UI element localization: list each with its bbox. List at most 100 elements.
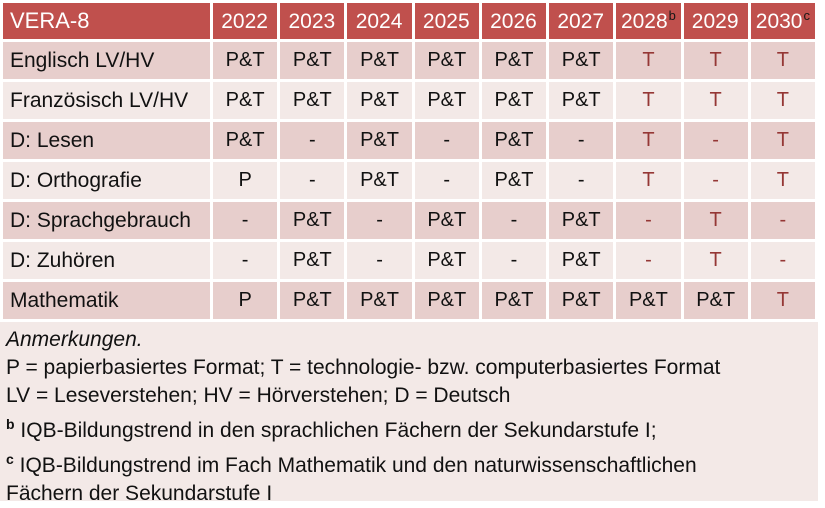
- table-cell: T: [616, 122, 681, 159]
- table-row-franzoesisch: Französisch LV/HV P&T P&T P&T P&T P&T P&…: [3, 82, 815, 119]
- year-label: 2022: [221, 10, 268, 33]
- table-cell: P&T: [549, 242, 614, 279]
- table-row-d-sprachgebrauch: D: Sprachgebrauch - P&T - P&T - P&T - T …: [3, 202, 815, 239]
- table-row-d-zuhoeren: D: Zuhören - P&T - P&T - P&T - T -: [3, 242, 815, 279]
- table-cell: P&T: [213, 42, 278, 79]
- table-cell: T: [616, 162, 681, 199]
- table-cell: -: [213, 202, 278, 239]
- table-cell: P&T: [414, 242, 479, 279]
- table-cell: P&T: [280, 82, 345, 119]
- table-cell: P&T: [481, 42, 547, 79]
- table-cell: -: [280, 162, 345, 199]
- footnote-marker-b: b: [668, 8, 676, 23]
- table-cell: P&T: [213, 122, 278, 159]
- year-header-2024: 2024: [347, 3, 412, 39]
- year-header-2028: 2028b: [616, 3, 681, 39]
- table-cell: P&T: [481, 122, 547, 159]
- row-label: Mathematik: [3, 282, 210, 319]
- footnote-b-text: IQB-Bildungstrend in den sprachlichen Fä…: [20, 419, 657, 442]
- year-header-2030: 2030c: [750, 3, 815, 39]
- table-cell: P&T: [414, 282, 479, 319]
- notes-section: Anmerkungen. P = papierbasiertes Format;…: [0, 322, 818, 505]
- table-cell: P: [213, 282, 278, 319]
- year-label: 2028: [620, 10, 668, 33]
- year-header-2029: 2029: [683, 3, 748, 39]
- table-cell: T: [750, 42, 815, 79]
- table-cell: -: [616, 202, 681, 239]
- table-cell: T: [750, 162, 815, 199]
- table-cell: P&T: [549, 282, 614, 319]
- table-cell: T: [750, 122, 815, 159]
- table-cell: T: [683, 202, 748, 239]
- table-cell: -: [683, 162, 748, 199]
- table-cell: P&T: [481, 282, 547, 319]
- table-cell: -: [549, 162, 614, 199]
- year-label: 2024: [355, 10, 403, 33]
- row-label: Französisch LV/HV: [3, 82, 210, 119]
- table-cell: T: [683, 82, 748, 119]
- footnote-c-text: IQB-Bildungstrend im Fach Mathematik und…: [6, 454, 697, 505]
- table-cell: -: [347, 242, 412, 279]
- year-label: 2027: [557, 10, 605, 33]
- year-label: 2023: [288, 10, 336, 33]
- year-header-2026: 2026: [481, 3, 547, 39]
- row-label: D: Orthografie: [3, 162, 210, 199]
- table-cell: -: [750, 202, 815, 239]
- table-cell: P&T: [347, 122, 412, 159]
- footnote-b-marker: b: [6, 416, 15, 432]
- table-title: VERA-8: [3, 3, 210, 39]
- table-cell: P&T: [347, 282, 412, 319]
- note-abbreviation-legend: LV = Leseverstehen; HV = Hörverstehen; D…: [6, 384, 511, 407]
- year-label: 2029: [691, 10, 739, 33]
- table-cell: -: [549, 122, 614, 159]
- table-cell: P&T: [616, 282, 681, 319]
- vera8-table: VERA-8 2022 2023 2024 2025 2026 2027 202…: [3, 3, 815, 319]
- row-label: D: Sprachgebrauch: [3, 202, 210, 239]
- year-header-2023: 2023: [280, 3, 345, 39]
- table-cell: P&T: [347, 42, 412, 79]
- note-format-legend: P = papierbasiertes Format; T = technolo…: [6, 356, 721, 379]
- table-cell: P&T: [280, 42, 345, 79]
- year-header-2027: 2027: [549, 3, 614, 39]
- table-cell: P&T: [347, 82, 412, 119]
- row-label: Englisch LV/HV: [3, 42, 210, 79]
- notes-heading: Anmerkungen.: [6, 328, 143, 351]
- table-cell: P&T: [280, 202, 345, 239]
- header-row: VERA-8 2022 2023 2024 2025 2026 2027 202…: [3, 3, 815, 39]
- year-label: 2026: [490, 10, 537, 33]
- table-cell: P&T: [481, 82, 547, 119]
- year-label: 2025: [422, 10, 470, 33]
- table-row-d-lesen: D: Lesen P&T - P&T - P&T - T - T: [3, 122, 815, 159]
- table-cell: -: [414, 162, 479, 199]
- table-cell: T: [683, 42, 748, 79]
- table-cell: P&T: [549, 82, 614, 119]
- table-cell: P: [213, 162, 278, 199]
- table-cell: P&T: [347, 162, 412, 199]
- table-row-englisch: Englisch LV/HV P&T P&T P&T P&T P&T P&T T…: [3, 42, 815, 79]
- table-cell: -: [750, 242, 815, 279]
- table-cell: P&T: [280, 282, 345, 319]
- table-cell: P&T: [481, 162, 547, 199]
- table-cell: -: [414, 122, 479, 159]
- table-cell: P&T: [683, 282, 748, 319]
- table-cell: -: [280, 122, 345, 159]
- table-cell: T: [616, 82, 681, 119]
- table-cell: -: [213, 242, 278, 279]
- table-cell: -: [616, 242, 681, 279]
- year-header-2022: 2022: [213, 3, 278, 39]
- table-cell: T: [683, 242, 748, 279]
- table-cell: P&T: [549, 202, 614, 239]
- table-cell: P&T: [414, 202, 479, 239]
- table-cell: T: [750, 82, 815, 119]
- table-cell: P&T: [280, 242, 345, 279]
- table-cell: -: [683, 122, 748, 159]
- row-label: D: Lesen: [3, 122, 210, 159]
- table-row-d-orthografie: D: Orthografie P - P&T - P&T - T - T: [3, 162, 815, 199]
- footnote-c-marker: c: [6, 451, 14, 467]
- row-label: D: Zuhören: [3, 242, 210, 279]
- footnote-b: b IQB-Bildungstrend in den sprachlichen …: [6, 410, 818, 445]
- table-cell: P&T: [414, 42, 479, 79]
- table-cell: -: [347, 202, 412, 239]
- table-cell: P&T: [414, 82, 479, 119]
